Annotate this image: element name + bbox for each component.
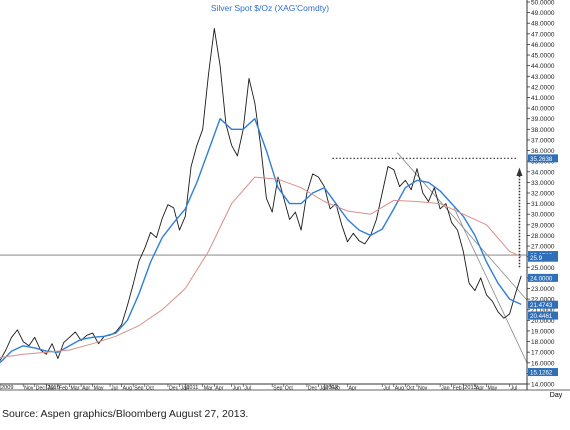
x-month-label: May	[487, 386, 497, 392]
series-layer	[0, 28, 522, 364]
y-tick-label: 34.0000	[531, 169, 555, 176]
y-tick-label: 48.0000	[531, 21, 555, 28]
x-month-label: Nov	[418, 386, 428, 392]
x-month-label: Jan	[47, 386, 55, 392]
x-month-label: Dec	[308, 386, 318, 392]
y-tick-label: 18.0000	[531, 339, 555, 346]
x-year-label: 2011	[186, 385, 198, 391]
series-line-ma-short	[0, 117, 522, 364]
x-month-label: Feb	[59, 386, 68, 392]
x-year-label: 2013	[464, 385, 476, 391]
series-line-price	[0, 28, 522, 361]
chart-frame: 14.000015.000016.000017.000018.000019.00…	[0, 0, 570, 399]
value-marker-box	[528, 300, 558, 309]
x-month-label: Dec	[36, 386, 46, 392]
value-marker-box	[528, 368, 558, 377]
y-tick-label: 16.0000	[531, 360, 555, 367]
y-tick-label: 45.0000	[531, 53, 555, 60]
x-month-label: Apr	[476, 386, 484, 392]
x-month-label: Apr	[82, 386, 90, 392]
x-month-label: Dec	[169, 386, 179, 392]
y-tick-label: 20.0000	[531, 318, 555, 325]
value-marker-box	[528, 311, 558, 320]
y-tick-label: 29.0000	[531, 222, 555, 229]
y-tick-label: 25.0000	[531, 265, 555, 272]
y-tick-label: 46.0000	[531, 42, 555, 49]
value-marker-label: 25.9	[530, 255, 543, 262]
y-tick-label: 22.0000	[531, 297, 555, 304]
x-month-label: Sep	[273, 386, 282, 392]
x-month-label: Mar	[204, 386, 213, 392]
plot-area	[0, 0, 527, 390]
annotation-layer	[0, 152, 528, 363]
value-marker-box	[528, 253, 558, 262]
value-marker-label: 21.4743	[530, 302, 553, 309]
y-tick-label: 36.0000	[531, 148, 555, 155]
y-tick-label: 17.0000	[531, 350, 555, 357]
y-tick-label: 27.0000	[531, 244, 555, 251]
series-line-ma-long	[0, 176, 522, 358]
x-month-label: Feb	[331, 386, 340, 392]
x-month-label: Feb	[453, 386, 462, 392]
y-tick-label: 42.0000	[531, 84, 555, 91]
value-marker-label: 35.2638	[530, 156, 553, 163]
source-note: Source: Aspen graphics/Bloomberg August …	[2, 408, 249, 420]
x-month-label: Mar	[70, 386, 79, 392]
y-tick-label: 30.0000	[531, 212, 555, 219]
x-month-label: May	[94, 386, 104, 392]
y-tick-label: 38.0000	[531, 127, 555, 134]
y-tick-label: 21.0000	[531, 307, 555, 314]
x-month-label: Jun	[233, 386, 241, 392]
x-month-label: Oct	[406, 386, 415, 392]
y-tick-label: 47.0000	[531, 31, 555, 38]
x-month-label: Jul	[383, 386, 390, 392]
y-tick-label: 43.0000	[531, 74, 555, 81]
value-marker-box	[528, 154, 558, 163]
x-month-label: Jan	[181, 386, 189, 392]
x-month-label: Apr	[348, 386, 356, 392]
x-month-label: Oct	[146, 386, 155, 392]
y-tick-label: 14.0000	[531, 382, 555, 389]
x-month-label: Aug	[123, 386, 132, 392]
x-month-label: Aug	[395, 386, 404, 392]
y-tick-label: 40.0000	[531, 106, 555, 113]
y-tick-label: 23.0000	[531, 286, 555, 293]
x-month-label: Jan	[320, 386, 328, 392]
value-marker-label: 20.4461	[530, 313, 553, 320]
value-marker-box	[528, 273, 558, 282]
y-tick-label: 31.0000	[531, 201, 555, 208]
y-tick-label: 41.0000	[531, 95, 555, 102]
x-month-label: Nov	[24, 386, 34, 392]
x-month-label: Jul	[111, 386, 118, 392]
y-tick-label: 44.0000	[531, 63, 555, 70]
y-tick-label: 19.0000	[531, 328, 555, 335]
x-year-label: 2009	[1, 385, 13, 391]
chart-title: Silver Spot $/Oz (XAG'Comdty)	[211, 3, 329, 13]
x-year-label: 2012	[325, 385, 337, 391]
value-marker-label: 24.0000	[530, 275, 553, 282]
channel-lower-line	[453, 207, 528, 363]
x-month-label: Jan	[441, 386, 449, 392]
value-marker-label: 15.1262	[530, 369, 553, 376]
x-month-label: Apr	[215, 386, 223, 392]
y-tick-label: 32.0000	[531, 191, 555, 198]
x-month-label: Jul	[511, 386, 518, 392]
y-tick-label: 28.0000	[531, 233, 555, 240]
x-year-label: 2010	[47, 385, 59, 391]
y-tick-label: 49.0000	[531, 10, 555, 17]
axis-layer: 14.000015.000016.000017.000018.000019.00…	[0, 0, 570, 392]
y-tick-label: 50.0000	[531, 0, 555, 7]
target-arrow-head	[516, 167, 523, 177]
y-tick-label: 37.0000	[531, 137, 555, 144]
y-tick-label: 39.0000	[531, 116, 555, 123]
x-month-label: Oct	[285, 386, 294, 392]
x-month-label: Jul	[244, 386, 251, 392]
silver-price-chart: 14.000015.000016.000017.000018.000019.00…	[0, 0, 570, 399]
x-month-label: Sep	[134, 386, 143, 392]
x-axis-label: Day	[550, 392, 563, 399]
y-tick-label: 33.0000	[531, 180, 555, 187]
